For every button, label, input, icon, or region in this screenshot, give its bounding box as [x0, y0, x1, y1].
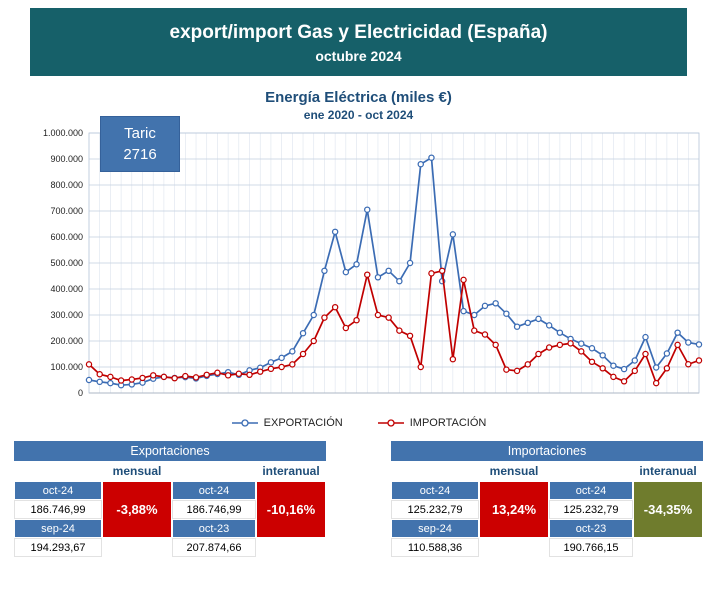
line-chart: 0 100.000 200.000 300.000 400.000 500.000 600.…: [42, 128, 702, 398]
chart-legend: EXPORTACIÓN IMPORTACIÓN: [0, 417, 717, 429]
export-mensual-header: mensual: [112, 464, 162, 478]
import-interanual-pct: -34,35%: [633, 481, 703, 538]
import-mensual-value-prev: 110.588,36: [391, 538, 479, 557]
svg-text:600.000: 600.000: [50, 232, 83, 242]
import-mensual-blank: [479, 538, 549, 557]
header-banner: export/import Gas y Electricidad (España…: [30, 8, 687, 76]
import-table: Importaciones mensual interanual oct-24 …: [391, 441, 703, 557]
export-interanual-value-current: 186.746,99: [172, 500, 256, 519]
export-table-title: Exportaciones: [14, 441, 326, 461]
export-table-subhead: mensual interanual: [14, 461, 326, 481]
importacion-line-icon: [377, 419, 404, 427]
import-mensual-period-prev: sep-24: [391, 519, 479, 538]
summary-tables: Exportaciones mensual interanual oct-24 …: [0, 441, 717, 557]
svg-text:100.000: 100.000: [50, 362, 83, 372]
import-interanual-value-prev: 190.766,15: [549, 538, 633, 557]
export-table-grid: oct-24 -3,88% oct-24 -10,16% 186.746,99 …: [14, 481, 326, 557]
svg-text:700.000: 700.000: [50, 206, 83, 216]
taric-code: 2716: [123, 146, 157, 163]
export-interanual-pct: -10,16%: [256, 481, 326, 538]
export-mensual-period-prev: sep-24: [14, 519, 102, 538]
export-mensual-value-prev: 194.293,67: [14, 538, 102, 557]
taric-label: Taric: [124, 125, 156, 142]
import-interanual-header: interanual: [639, 464, 697, 478]
taric-badge: Taric 2716: [100, 116, 180, 172]
svg-text:900.000: 900.000: [50, 154, 83, 164]
chart-subtitle: ene 2020 - oct 2024: [303, 108, 414, 122]
chart-title: Energía Eléctrica (miles €): [265, 89, 452, 106]
legend-item-importacion: IMPORTACIÓN: [377, 417, 487, 429]
legend-label-importacion: IMPORTACIÓN: [409, 417, 487, 429]
svg-text:200.000: 200.000: [50, 336, 83, 346]
legend-item-exportacion: EXPORTACIÓN: [231, 417, 343, 429]
page-title: export/import Gas y Electricidad (España…: [169, 22, 548, 43]
chart-header: Energía Eléctrica (miles €) ene 2020 - o…: [0, 88, 717, 123]
import-table-grid: oct-24 13,24% oct-24 -34,35% 125.232,79 …: [391, 481, 703, 557]
svg-text:500.000: 500.000: [50, 258, 83, 268]
svg-text:800.000: 800.000: [50, 180, 83, 190]
svg-text:300.000: 300.000: [50, 310, 83, 320]
import-mensual-pct: 13,24%: [479, 481, 549, 538]
export-interanual-blank: [256, 538, 326, 557]
import-mensual-value-current: 125.232,79: [391, 500, 479, 519]
export-mensual-pct: -3,88%: [102, 481, 172, 538]
page-subtitle: octubre 2024: [315, 48, 402, 64]
import-interanual-blank: [633, 538, 703, 557]
import-table-title: Importaciones: [391, 441, 703, 461]
svg-text:0: 0: [77, 388, 82, 398]
export-mensual-period-current: oct-24: [14, 481, 102, 500]
exportacion-line-icon: [231, 419, 258, 427]
svg-text:1.000.000: 1.000.000: [42, 128, 82, 138]
export-interanual-value-prev: 207.874,66: [172, 538, 256, 557]
import-interanual-period-current: oct-24: [549, 481, 633, 500]
chart-section: Energía Eléctrica (miles €) ene 2020 - o…: [0, 88, 717, 429]
legend-label-exportacion: EXPORTACIÓN: [263, 417, 343, 429]
export-interanual-header: interanual: [262, 464, 320, 478]
import-interanual-period-prev: oct-23: [549, 519, 633, 538]
import-mensual-period-current: oct-24: [391, 481, 479, 500]
import-table-subhead: mensual interanual: [391, 461, 703, 481]
export-table: Exportaciones mensual interanual oct-24 …: [14, 441, 326, 557]
export-mensual-value-current: 186.746,99: [14, 500, 102, 519]
import-interanual-value-current: 125.232,79: [549, 500, 633, 519]
export-mensual-blank: [102, 538, 172, 557]
svg-text:400.000: 400.000: [50, 284, 83, 294]
export-interanual-period-prev: oct-23: [172, 519, 256, 538]
import-mensual-header: mensual: [489, 464, 539, 478]
export-interanual-period-current: oct-24: [172, 481, 256, 500]
